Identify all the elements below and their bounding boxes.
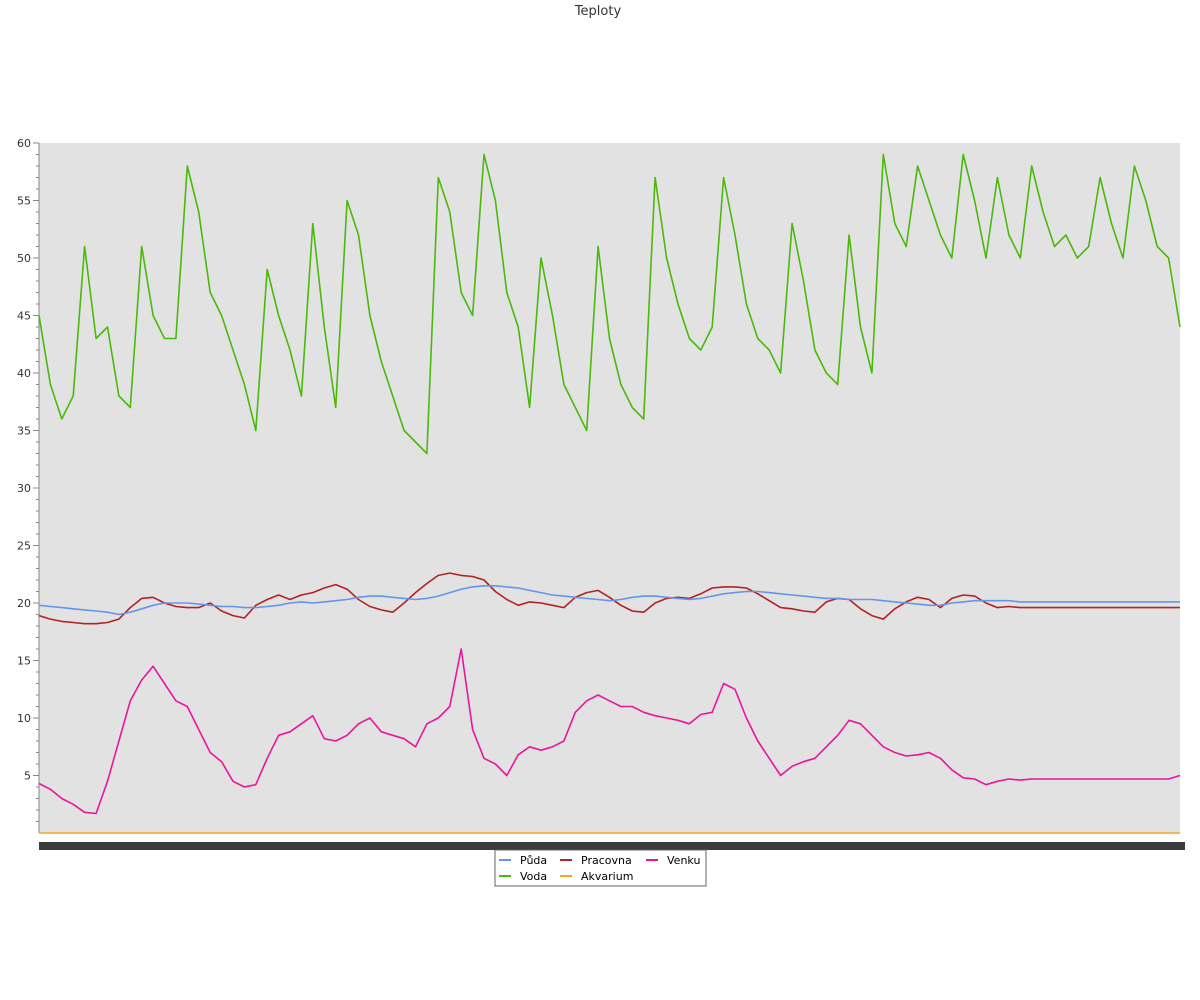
series-line-pracovna <box>38 572 1180 625</box>
x-axis-tick-labels <box>39 842 1185 850</box>
legend-label: Venku <box>667 854 700 867</box>
y-tick-label: 55 <box>17 195 31 208</box>
y-tick-label: 60 <box>17 137 31 150</box>
y-tick-label: 35 <box>17 425 31 438</box>
series-line-venku <box>38 648 1181 815</box>
series-line-voda <box>38 153 1181 455</box>
y-tick-label: 50 <box>17 252 31 265</box>
legend: Půda Pracovna Venku Voda Akvarium <box>494 849 707 887</box>
y-tick-label: 30 <box>17 482 31 495</box>
y-tick-label: 20 <box>17 597 31 610</box>
y-tick-label: 5 <box>24 770 31 783</box>
series-line-pda <box>38 584 1180 616</box>
chart-title: Teploty <box>574 4 622 19</box>
legend-label: Akvarium <box>581 870 633 883</box>
legend-box <box>494 849 707 887</box>
y-tick-label: 15 <box>17 655 31 668</box>
y-tick-label: 45 <box>17 310 31 323</box>
y-tick-label: 25 <box>17 540 31 553</box>
series-layer <box>38 153 1181 834</box>
y-tick-label: 10 <box>17 712 31 725</box>
y-axis: 5 10 15 20 25 30 35 40 45 50 55 60 <box>17 137 40 833</box>
plot-area <box>39 143 1180 833</box>
legend-label: Pracovna <box>581 854 632 867</box>
legend-label: Voda <box>520 870 547 883</box>
y-tick-label: 40 <box>17 367 31 380</box>
legend-label: Půda <box>520 854 547 867</box>
